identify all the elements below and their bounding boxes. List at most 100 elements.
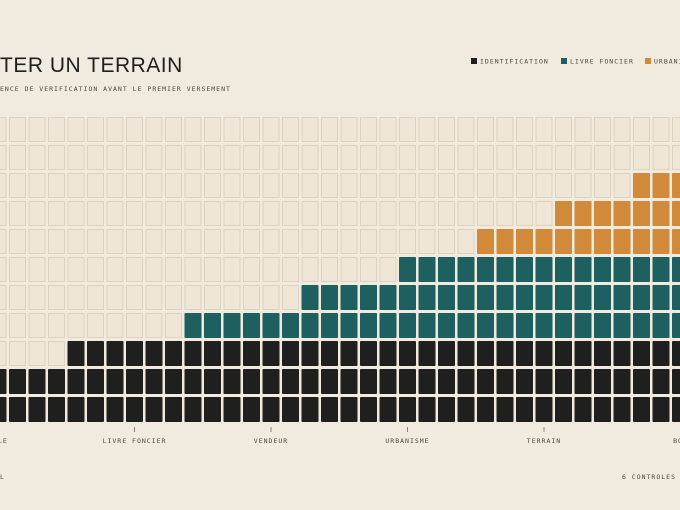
waffle-cell xyxy=(184,313,202,338)
empty-cell xyxy=(301,257,319,282)
empty-cell xyxy=(145,257,163,282)
waffle-cell xyxy=(574,369,592,394)
waffle-cell xyxy=(67,397,85,422)
waffle-cell xyxy=(574,257,592,282)
waffle-segment xyxy=(594,257,611,338)
waffle-cell xyxy=(184,397,202,422)
waffle-segment xyxy=(574,341,592,422)
empty-cell xyxy=(438,145,455,170)
x-tick-label: TERRAIN xyxy=(527,437,561,445)
waffle-cell xyxy=(360,397,377,422)
empty-cell xyxy=(301,145,319,170)
empty-cell xyxy=(87,173,104,198)
empty-cell xyxy=(145,145,163,170)
empty-cell xyxy=(223,173,241,198)
empty-cell xyxy=(496,173,514,198)
waffle-cell xyxy=(594,229,611,254)
waffle-cell xyxy=(399,257,416,282)
waffle-cell xyxy=(633,397,650,422)
waffle-cell xyxy=(67,341,85,366)
empty-cell xyxy=(67,285,85,310)
waffle-cell xyxy=(28,369,46,394)
waffle-segment xyxy=(652,341,670,422)
legend-label: URBANIS xyxy=(654,58,680,66)
empty-cell xyxy=(535,201,553,226)
waffle-segment xyxy=(106,341,124,422)
waffle-segment xyxy=(555,257,572,338)
empty-cell xyxy=(28,145,46,170)
empty-cell xyxy=(145,117,163,142)
chart-subtitle: ENCE DE VERIFICATION AVANT LE PREMIER VE… xyxy=(0,85,231,93)
waffle-cell xyxy=(243,369,260,394)
empty-cell xyxy=(28,341,46,366)
waffle-cell xyxy=(477,313,494,338)
waffle-segment xyxy=(535,257,553,338)
waffle-cell xyxy=(106,341,124,366)
empty-cell xyxy=(516,173,533,198)
waffle-cell xyxy=(399,369,416,394)
waffle-cell xyxy=(574,229,592,254)
empty-cell xyxy=(321,117,338,142)
waffle-cell xyxy=(379,285,397,310)
waffle-cell xyxy=(87,397,104,422)
waffle-cell xyxy=(360,285,377,310)
waffle-cell xyxy=(633,341,650,366)
empty-cell xyxy=(106,313,124,338)
waffle-cell xyxy=(223,397,241,422)
waffle-cell xyxy=(496,229,514,254)
empty-cell xyxy=(496,145,514,170)
waffle-cell xyxy=(516,313,533,338)
empty-cell xyxy=(243,117,260,142)
empty-cell xyxy=(126,173,143,198)
empty-cell xyxy=(204,145,221,170)
waffle-cell xyxy=(204,369,221,394)
waffle-segment xyxy=(184,313,202,338)
waffle-cell xyxy=(243,397,260,422)
waffle-segment xyxy=(496,229,514,254)
waffle-cell xyxy=(457,285,475,310)
empty-cell xyxy=(184,173,202,198)
waffle-cell xyxy=(496,369,514,394)
waffle-segment xyxy=(126,341,143,422)
empty-cell xyxy=(613,145,631,170)
waffle-cell xyxy=(535,257,553,282)
empty-cell xyxy=(184,145,202,170)
empty-cell xyxy=(516,117,533,142)
waffle-cell xyxy=(477,229,494,254)
empty-cell xyxy=(48,201,65,226)
waffle-cell xyxy=(223,341,241,366)
waffle-cell xyxy=(418,341,436,366)
empty-cell xyxy=(555,117,572,142)
empty-cell xyxy=(9,257,26,282)
waffle-segment xyxy=(555,341,572,422)
waffle-segment xyxy=(438,257,455,338)
empty-cell xyxy=(399,229,416,254)
empty-cell xyxy=(301,201,319,226)
empty-cell xyxy=(67,313,85,338)
empty-cell xyxy=(9,117,26,142)
waffle-cell xyxy=(321,369,338,394)
waffle-segment xyxy=(516,229,533,254)
waffle-cell xyxy=(496,313,514,338)
waffle-cell xyxy=(555,229,572,254)
waffle-cell xyxy=(145,341,163,366)
legend-swatch xyxy=(561,58,567,64)
waffle-cell xyxy=(574,285,592,310)
waffle-segment xyxy=(165,341,182,422)
waffle-cell xyxy=(555,257,572,282)
waffle-cell xyxy=(223,313,241,338)
waffle-cell xyxy=(613,201,631,226)
empty-cell xyxy=(594,145,611,170)
empty-cell xyxy=(457,201,475,226)
empty-cell xyxy=(223,285,241,310)
empty-cell xyxy=(477,145,494,170)
empty-cell xyxy=(184,285,202,310)
empty-cell xyxy=(340,201,358,226)
waffle-cell xyxy=(672,285,680,310)
empty-cell xyxy=(360,145,377,170)
waffle-cell xyxy=(457,369,475,394)
waffle-segment xyxy=(418,257,436,338)
waffle-cell xyxy=(379,313,397,338)
waffle-segment xyxy=(360,341,377,422)
